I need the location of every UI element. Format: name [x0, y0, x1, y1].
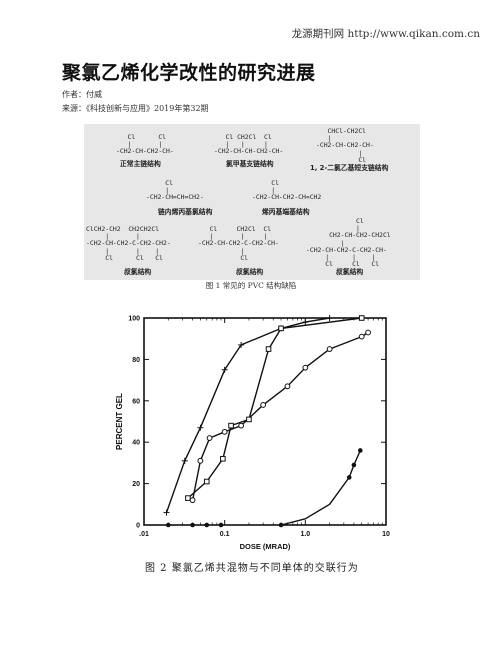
structure-formula: Cl Cl | | -CH2-CH-CH2-CH-: [116, 133, 174, 156]
x-axis-label: DOSE (MRAD): [240, 542, 291, 551]
square-marker: [246, 416, 252, 423]
square-marker: [220, 455, 226, 462]
circle-marker: [284, 383, 291, 390]
y-tick-label: 80: [132, 357, 140, 364]
x-tick-label: 1.0: [300, 531, 310, 538]
structure-label: 叔氯结构: [124, 268, 152, 276]
dot-marker: [218, 522, 224, 528]
structure-label: 链内烯丙基氯结构: [158, 208, 213, 216]
circle-marker: [189, 497, 196, 504]
y-axis-label: PERCENT GEL: [115, 393, 124, 450]
y-tick-label: 0: [136, 523, 140, 530]
x-tick-label: 10: [382, 531, 390, 538]
structure-formula: CHCl-CH2Cl | -CH2-CH-CH2-CH- | Cl: [316, 127, 374, 164]
series-line: [191, 331, 369, 501]
plus-marker: [221, 366, 228, 373]
circle-marker: [358, 333, 365, 340]
circle-marker: [206, 435, 213, 441]
plus-marker: [302, 319, 309, 326]
y-tick-label: 40: [132, 440, 140, 447]
dot-marker: [278, 522, 284, 528]
structure-label: 1, 2-二氯乙基短支链结构: [310, 164, 389, 172]
figure2-caption: 图 2 聚氯乙烯共混物与不同单体的交联行为: [145, 563, 359, 574]
square-marker: [228, 422, 234, 429]
structure-label: 叔氯结构: [236, 268, 264, 276]
series-line: [165, 317, 330, 513]
x-tick-label: .01: [139, 531, 149, 538]
structure-label: 烯丙基端基结构: [262, 208, 310, 216]
circle-marker: [238, 422, 245, 429]
square-marker: [278, 325, 284, 332]
circle-marker: [260, 402, 267, 408]
structure-formula: Cl CH2Cl Cl | | | -CH2-CH-CH2-C-CH2-CH- …: [198, 225, 279, 262]
series-line: [187, 317, 362, 499]
figure2-chart: 0 20 40 60 80 100 .01 0.1 1.0 10 PERCENT GEL DOSE…: [108, 307, 400, 557]
dot-marker: [204, 522, 210, 528]
circle-marker: [302, 364, 309, 371]
square-marker: [185, 495, 191, 501]
structure-formula: ClCH2-CH2 CH2CH2Cl | | -CH2-CH-CH2-C-CH2…: [86, 225, 171, 262]
circle-marker: [197, 457, 204, 464]
structure-label: 叔氯结构: [336, 268, 364, 276]
structure-formula: Cl | -CH2-CH=CH=CH2-: [146, 179, 204, 202]
square-marker: [203, 478, 210, 485]
dot-marker: [351, 462, 357, 468]
plus-marker: [181, 457, 188, 464]
y-tick-label: 100: [128, 316, 140, 323]
plot-frame: [143, 317, 387, 526]
dot-marker: [357, 448, 363, 453]
author-line: 作者：付威: [62, 90, 102, 99]
figure1-caption: 图 1 常见的 PVC 结构缺陷: [205, 281, 297, 290]
plus-marker: [163, 509, 170, 516]
dot-marker: [190, 522, 195, 528]
header-site-url: 龙源期刊网 http://www.qikan.com.cn: [291, 28, 480, 40]
structure-label: 正常主链结构: [120, 160, 161, 168]
figure1-structures-panel: Cl Cl | | -CH2-CH-CH2-CH- 正常主链结构 Cl CH2C…: [84, 124, 420, 280]
x-tick-label: 0.1: [220, 531, 230, 538]
plus-marker: [238, 341, 245, 348]
square-marker: [265, 346, 272, 352]
structure-formula: Cl | CH2-CH-CH2-CH2Cl | -CH2-CH-CH2-C-CH…: [306, 217, 391, 269]
circle-marker: [365, 329, 372, 336]
square-marker: [358, 315, 365, 321]
source-line: 来源：《科技创新与应用》2019年第32期: [62, 104, 209, 113]
gel-chart-svg: 0 20 40 60 80 100 .01 0.1 1.0 10 PERCENT GEL DOSE…: [115, 315, 390, 551]
structure-formula: Cl CH2Cl Cl | | | -CH2-CH-CH-CH2-CH-: [214, 133, 284, 156]
dot-marker: [346, 475, 352, 480]
y-tick-label: 20: [132, 481, 140, 488]
circle-marker: [221, 428, 228, 435]
structure-formula: Cl | -CH2-CH-CH2-CH=CH2: [252, 179, 322, 202]
dot-marker: [165, 522, 171, 528]
plus-marker: [197, 424, 204, 431]
y-tick-label: 60: [132, 398, 140, 405]
article-title: 聚氯乙烯化学改性的研究进展: [62, 62, 316, 84]
series-line: [280, 450, 361, 526]
plus-marker: [326, 315, 333, 321]
structure-label: 氯甲基支链结构: [226, 160, 274, 168]
circle-marker: [326, 346, 333, 352]
